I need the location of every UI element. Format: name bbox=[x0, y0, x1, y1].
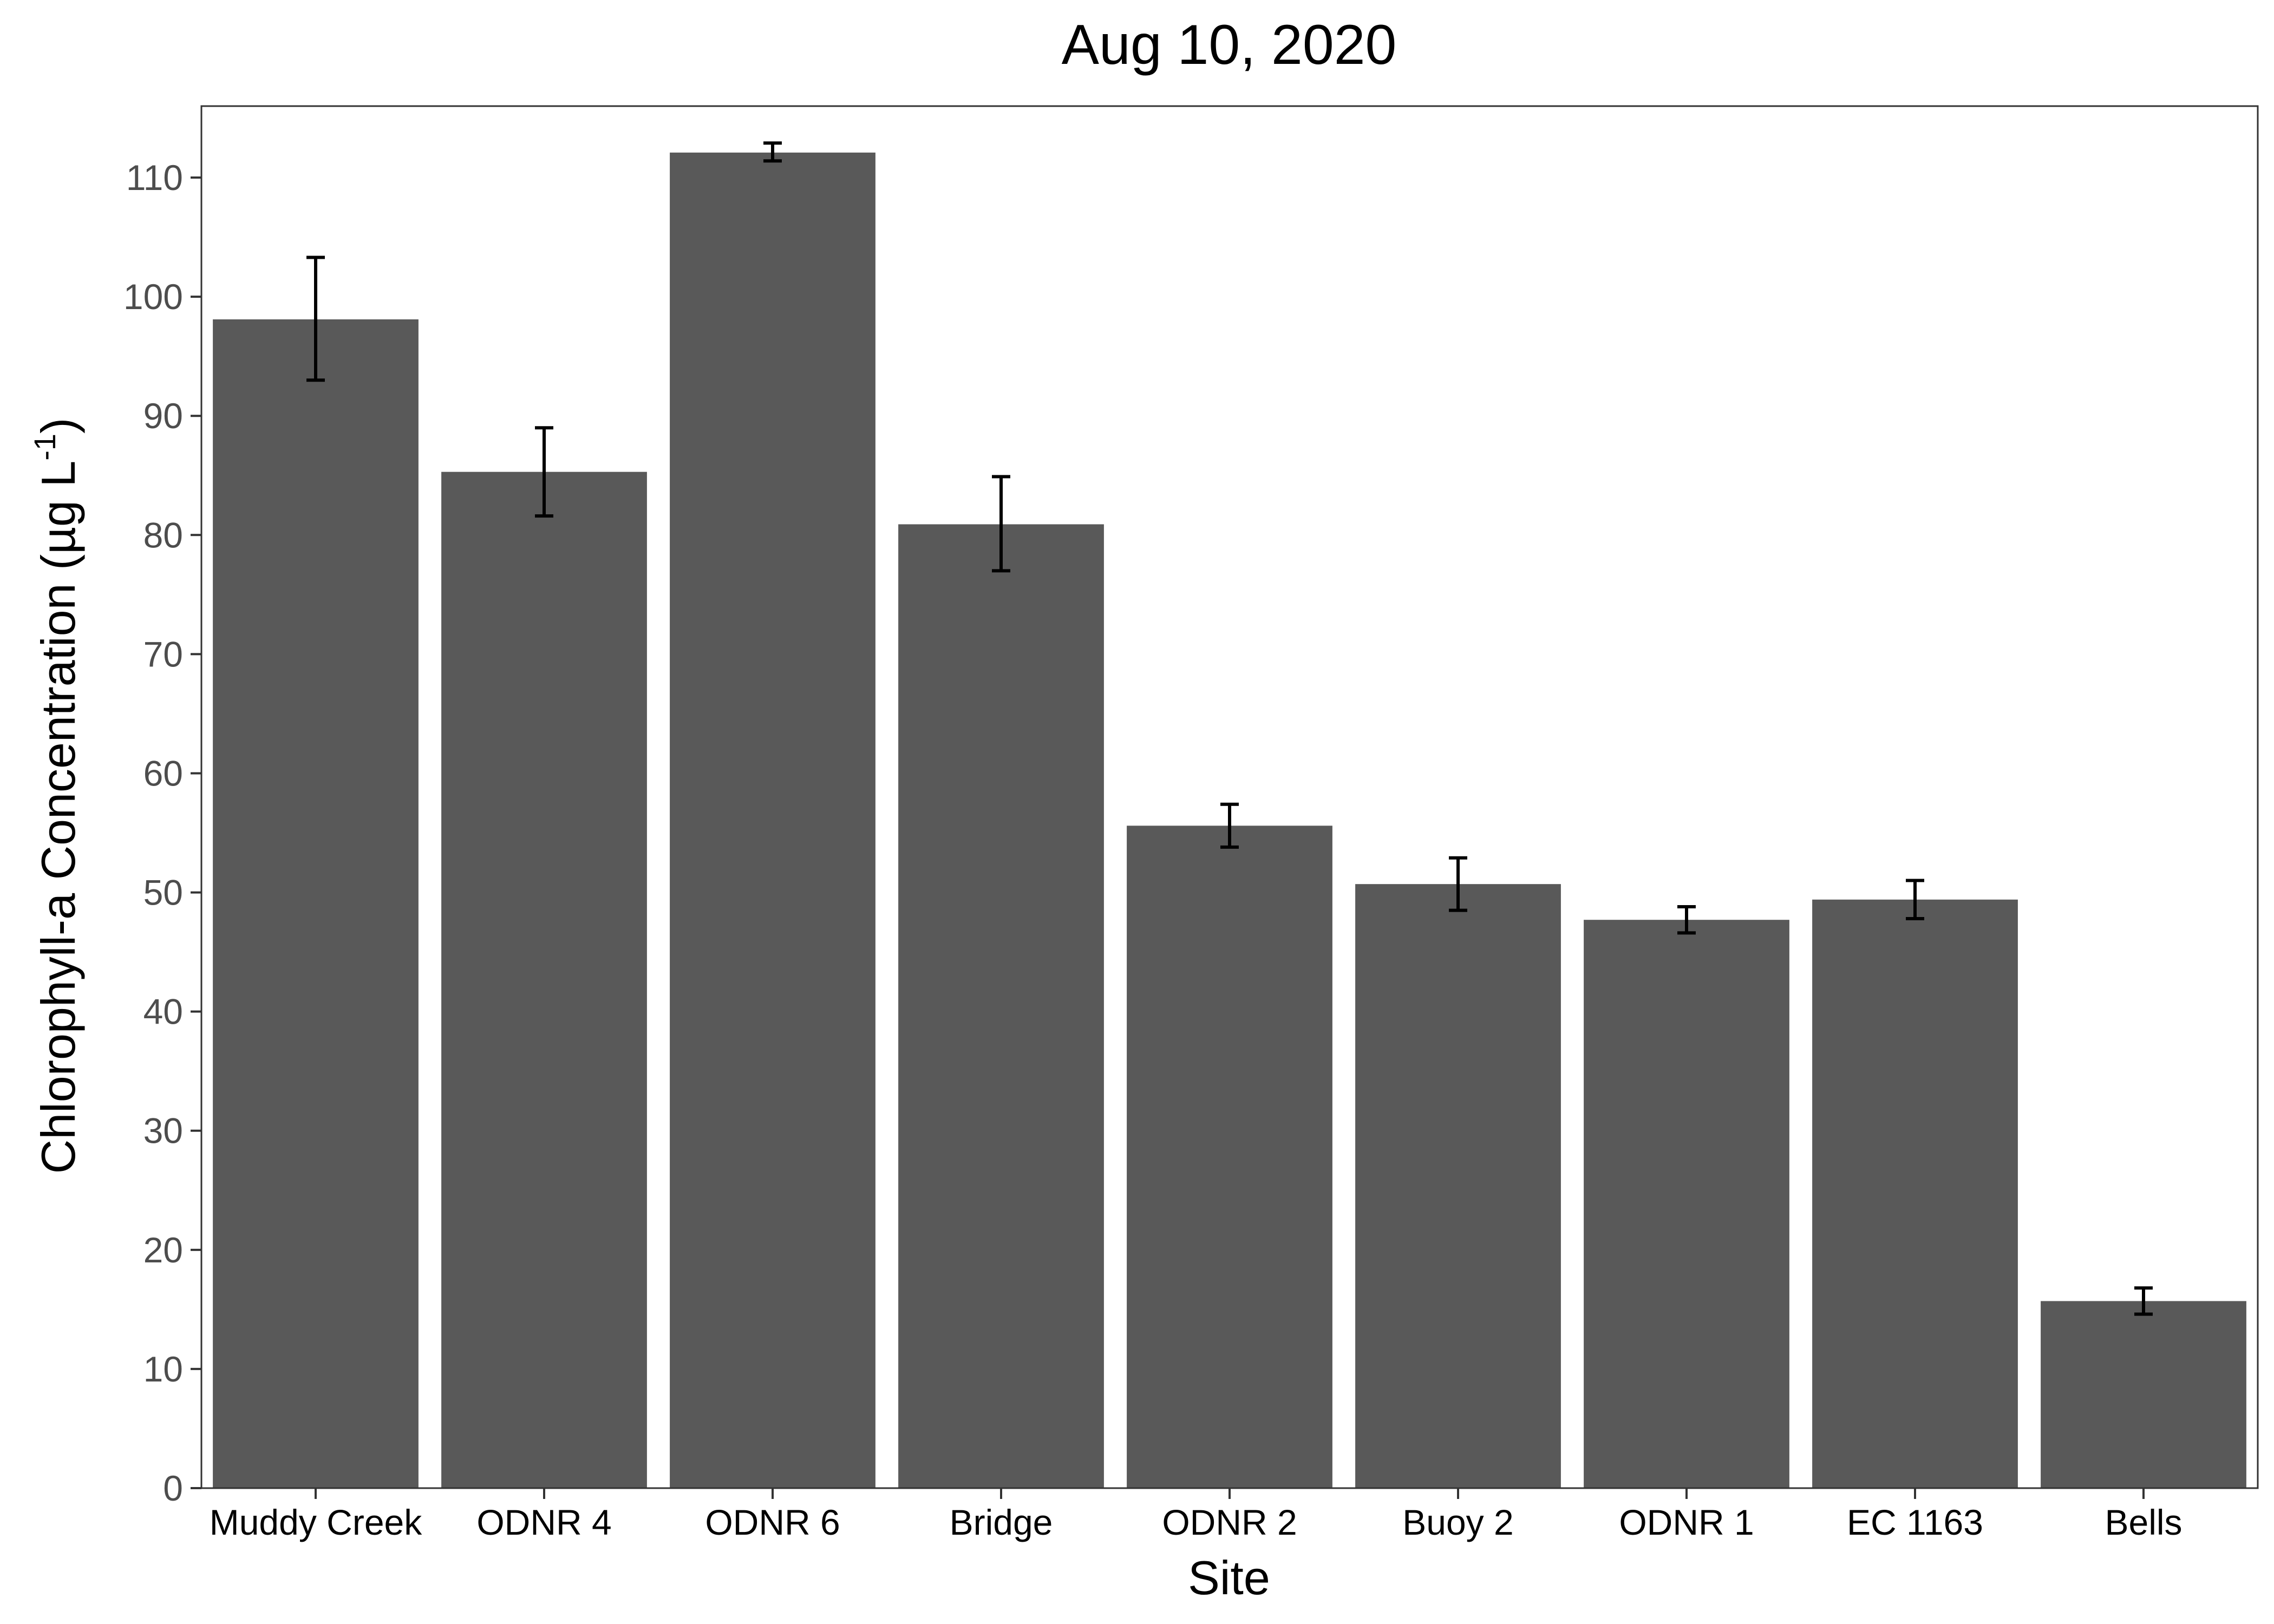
x-axis-title: Site bbox=[1188, 1551, 1270, 1605]
x-tick-label: ODNR 6 bbox=[705, 1502, 840, 1542]
y-tick-label: 100 bbox=[123, 277, 183, 317]
y-tick-label: 70 bbox=[143, 634, 183, 674]
y-tick-label: 50 bbox=[143, 873, 183, 913]
error-bar bbox=[1449, 856, 1467, 912]
x-tick-label: ODNR 2 bbox=[1162, 1502, 1297, 1542]
bar-odnr-1 bbox=[1584, 920, 1789, 1488]
y-tick-label: 20 bbox=[143, 1230, 183, 1270]
bar-ec-1163 bbox=[1812, 899, 2018, 1488]
error-bar bbox=[763, 141, 782, 163]
x-tick-label: Bridge bbox=[950, 1502, 1053, 1542]
x-tick-label: Buoy 2 bbox=[1402, 1502, 1513, 1542]
y-tick-label: 110 bbox=[126, 158, 183, 198]
y-axis: 0 10 20 30 40 50 60 70 80 90 100 110 bbox=[123, 158, 201, 1508]
bar-bridge bbox=[898, 524, 1104, 1488]
y-axis-title-superscript: -1 bbox=[28, 434, 62, 461]
error-bar bbox=[306, 256, 325, 382]
y-tick-label: 10 bbox=[143, 1349, 183, 1389]
error-bar bbox=[992, 475, 1010, 573]
y-tick-label: 30 bbox=[143, 1111, 183, 1151]
x-tick-label: ODNR 4 bbox=[476, 1502, 611, 1542]
error-bar bbox=[1677, 905, 1696, 935]
error-bars-group bbox=[306, 141, 2153, 1316]
x-tick-label: ODNR 1 bbox=[1619, 1502, 1754, 1542]
bar-bells bbox=[2041, 1301, 2246, 1488]
bars-group bbox=[213, 152, 2246, 1489]
bar-odnr-2 bbox=[1127, 826, 1332, 1488]
bar-odnr-4 bbox=[441, 472, 647, 1488]
y-tick-label: 40 bbox=[143, 992, 183, 1032]
bar-odnr-6 bbox=[670, 152, 875, 1489]
y-tick-label: 60 bbox=[143, 753, 183, 793]
error-bar bbox=[1906, 879, 1924, 920]
y-axis-title: Chlorophyll-a Concentration (µg L-1) bbox=[28, 418, 85, 1174]
x-tick-label: Muddy Creek bbox=[210, 1502, 422, 1542]
y-tick-label: 0 bbox=[163, 1468, 183, 1508]
y-axis-title-main: Chlorophyll-a Concentration (µg L bbox=[31, 461, 85, 1174]
y-tick-label: 80 bbox=[143, 515, 183, 555]
x-axis: Muddy Creek ODNR 4 ODNR 6 Bridge ODNR 2 Buoy … bbox=[210, 1488, 2182, 1542]
error-bar bbox=[1220, 802, 1239, 849]
error-bar bbox=[535, 426, 553, 518]
error-bar bbox=[2134, 1286, 2153, 1316]
y-tick-label: 90 bbox=[143, 396, 183, 436]
bar-muddy-creek bbox=[213, 319, 419, 1488]
chart-title: Aug 10, 2020 bbox=[1062, 14, 1397, 76]
x-tick-label: Bells bbox=[2105, 1502, 2182, 1542]
x-tick-label: EC 1163 bbox=[1847, 1502, 1983, 1542]
y-axis-title-suffix: ) bbox=[31, 418, 85, 434]
bar-buoy-2 bbox=[1355, 884, 1561, 1488]
